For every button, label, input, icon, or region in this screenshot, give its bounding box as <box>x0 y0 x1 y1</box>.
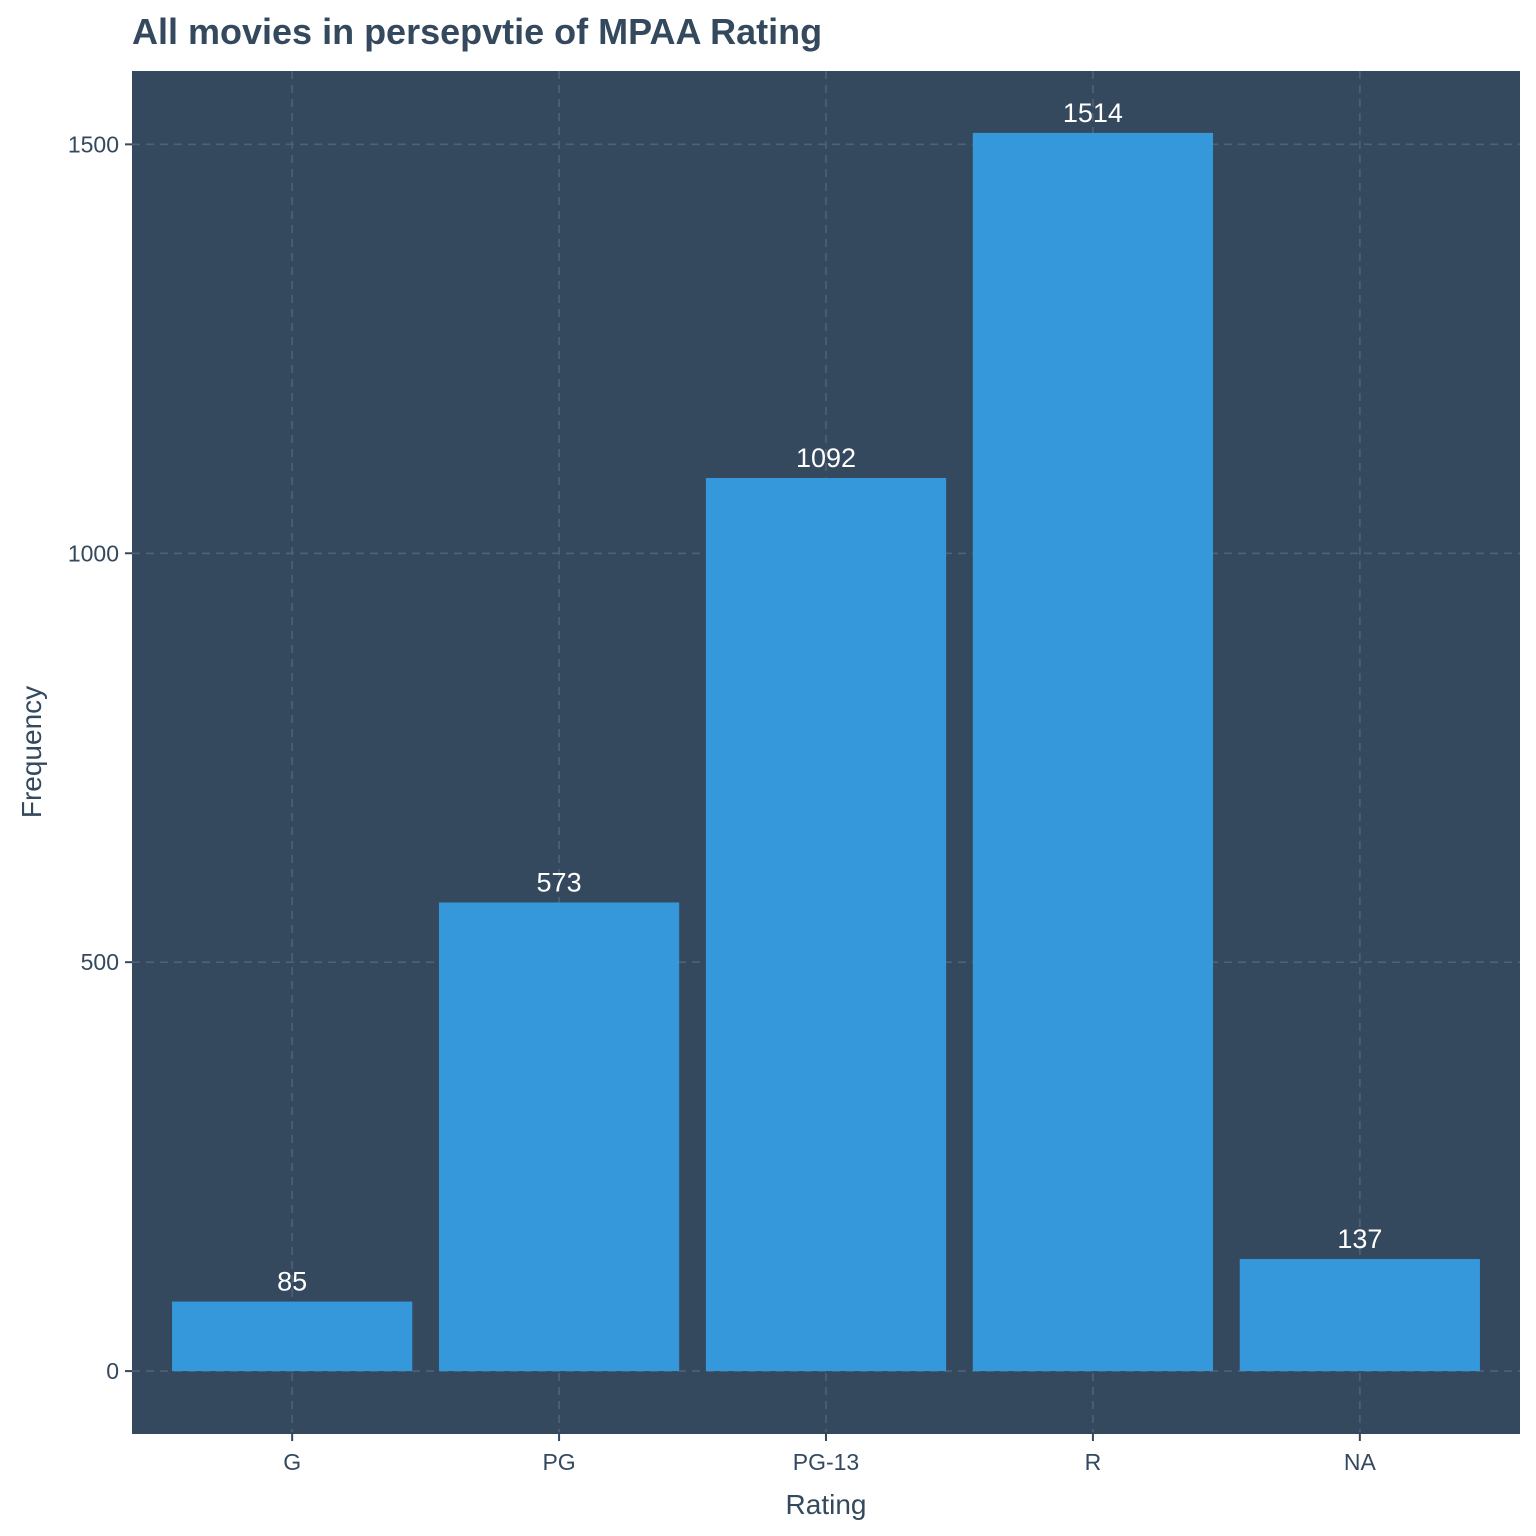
x-tick-label: NA <box>1344 1449 1377 1475</box>
y-tick-label: 500 <box>81 949 119 975</box>
bar-value-label: 137 <box>1337 1224 1382 1254</box>
y-tick-label: 1500 <box>68 131 119 157</box>
y-tick-label: 1000 <box>68 540 119 566</box>
x-tick-label: R <box>1085 1449 1102 1475</box>
bar-value-label: 85 <box>277 1267 307 1297</box>
x-tick-label: PG-13 <box>793 1449 859 1475</box>
bar-value-label: 1092 <box>796 443 856 473</box>
bar-g <box>172 1301 413 1372</box>
bar-na <box>1239 1259 1480 1372</box>
y-axis-ticks: 0 500 1000 1500 <box>68 131 132 1384</box>
y-tick-label: 0 <box>106 1358 119 1384</box>
x-axis-title: Rating <box>786 1489 867 1520</box>
bar-pg-13 <box>705 478 947 1372</box>
x-axis-ticks: G PG PG-13 R NA <box>283 1433 1376 1475</box>
bar-pg <box>438 902 680 1372</box>
bars <box>172 132 1480 1372</box>
bar-value-label: 573 <box>537 867 582 897</box>
bar-value-label: 1514 <box>1063 98 1123 128</box>
y-axis-title: Frequency <box>16 686 47 818</box>
bar-value-labels: 85 573 1092 1514 137 <box>277 98 1382 1297</box>
bar-r <box>972 132 1214 1372</box>
chart-title: All movies in persepvtie of MPAA Rating <box>132 11 822 52</box>
x-tick-label: PG <box>542 1449 575 1475</box>
x-tick-label: G <box>283 1449 301 1475</box>
